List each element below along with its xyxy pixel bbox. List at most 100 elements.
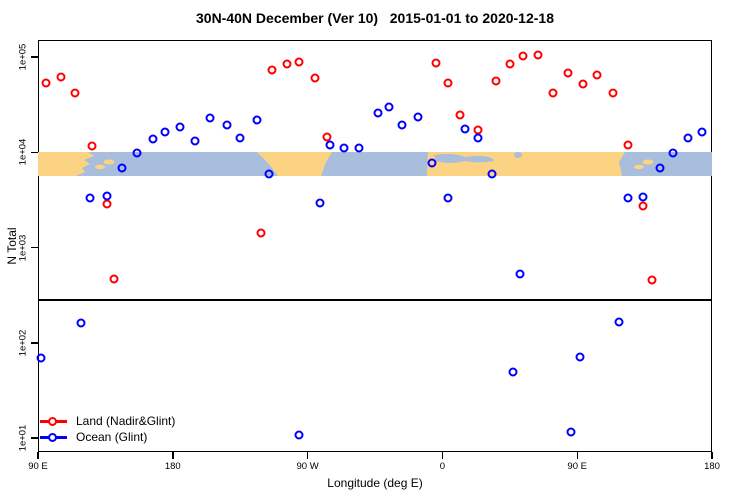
x-tick-label: 90 W <box>296 461 319 472</box>
land-point <box>56 72 65 82</box>
legend-land-circle-icon <box>48 416 57 426</box>
ocean-point <box>487 169 497 179</box>
map-japan-left2 <box>103 159 115 165</box>
land-point <box>87 141 97 151</box>
y-tick-label: 1e+03 <box>17 234 29 261</box>
ocean-point <box>566 427 576 437</box>
x-tick-mark <box>441 452 444 459</box>
x-tick-mark <box>576 452 578 459</box>
ocean-point <box>443 193 453 203</box>
y-tick-mark <box>31 246 38 249</box>
ocean-point <box>413 112 423 122</box>
land-point <box>563 68 573 78</box>
ocean-point <box>264 169 274 179</box>
land-point <box>638 201 648 211</box>
ocean-point <box>655 163 665 173</box>
land-point <box>431 58 441 68</box>
land-point <box>267 65 277 75</box>
y-tick-mark <box>31 151 38 153</box>
x-tick-label: 180 <box>704 461 720 472</box>
land-point <box>294 57 304 67</box>
y-tick-label: 1e+04 <box>17 138 29 166</box>
land-point <box>548 88 558 98</box>
land-point <box>518 51 528 61</box>
land-point <box>505 59 515 69</box>
land-point <box>282 59 292 69</box>
ocean-point <box>325 140 335 150</box>
ocean-point <box>384 102 393 112</box>
ocean-point <box>397 120 407 130</box>
ocean-point <box>175 122 185 132</box>
map-caspian <box>514 152 522 159</box>
y-tick-label: 1e+01 <box>17 424 29 452</box>
y-axis-title: N Total <box>5 227 19 265</box>
land-point <box>592 70 602 80</box>
legend-land-label: Land (Nadir&Glint) <box>76 414 176 428</box>
land-point <box>109 274 119 284</box>
land-point <box>322 132 332 142</box>
ocean-point <box>515 269 525 279</box>
ocean-point <box>36 353 46 363</box>
land-point <box>102 199 112 209</box>
ocean-point <box>638 192 648 202</box>
land-point <box>455 110 465 120</box>
ocean-point <box>85 193 95 203</box>
x-tick-mark <box>172 452 174 459</box>
land-point <box>578 79 588 89</box>
land-point <box>443 78 453 88</box>
ocean-point <box>252 115 262 125</box>
legend-item-ocean: Ocean (Glint) <box>40 429 260 445</box>
land-point <box>256 228 266 238</box>
land-point <box>491 76 501 86</box>
ocean-point <box>373 108 383 118</box>
legend-item-land: Land (Nadir&Glint) <box>40 413 260 429</box>
ocean-point <box>473 133 483 143</box>
ocean-point <box>222 120 232 130</box>
x-tick-label: 180 <box>164 461 181 472</box>
ocean-point <box>614 317 624 327</box>
ocean-point <box>160 127 170 137</box>
y-tick-label: 1e+02 <box>17 329 29 357</box>
legend: Land (Nadir&Glint) Ocean (Glint) <box>40 413 260 445</box>
ocean-point <box>460 124 470 134</box>
land-point <box>70 88 80 98</box>
ocean-point <box>148 134 158 144</box>
legend-ocean-circle-icon <box>48 432 57 442</box>
ocean-point <box>315 198 325 208</box>
ocean-point <box>190 136 200 146</box>
ocean-point <box>205 113 215 123</box>
land-point <box>623 140 633 150</box>
ocean-point <box>117 163 127 173</box>
map-japan-right2 <box>642 159 654 165</box>
ocean-point <box>76 318 86 328</box>
ocean-point <box>683 133 693 143</box>
x-tick-label: 90 E <box>28 461 48 472</box>
map-japan-right <box>634 165 644 170</box>
latitude-strip-map <box>38 152 712 177</box>
ocean-point <box>235 133 245 143</box>
map-mediterranean <box>434 154 494 164</box>
ocean-point <box>132 148 142 158</box>
map-japan-left <box>95 165 105 170</box>
map-land-asia-left <box>38 152 94 177</box>
ocean-point <box>668 148 678 158</box>
land-point <box>310 73 320 83</box>
ocean-point <box>354 143 363 153</box>
legend-ocean-label: Ocean (Glint) <box>76 430 148 444</box>
x-tick-mark <box>306 452 309 459</box>
x-axis-title: Longitude (deg E) <box>327 476 423 490</box>
y-tick-mark <box>31 342 38 344</box>
ocean-point <box>508 367 518 377</box>
land-point <box>41 78 50 88</box>
y-tick-mark <box>31 437 38 439</box>
threshold-line <box>38 299 712 301</box>
y-tick-mark <box>31 56 38 58</box>
ocean-point <box>339 143 348 153</box>
ocean-point <box>623 193 633 203</box>
ocean-point <box>294 430 304 440</box>
x-tick-mark <box>711 452 713 459</box>
ocean-point <box>575 352 585 362</box>
chart-title: 30N-40N December (Ver 10) 2015-01-01 to … <box>196 10 554 26</box>
land-point <box>608 88 618 98</box>
